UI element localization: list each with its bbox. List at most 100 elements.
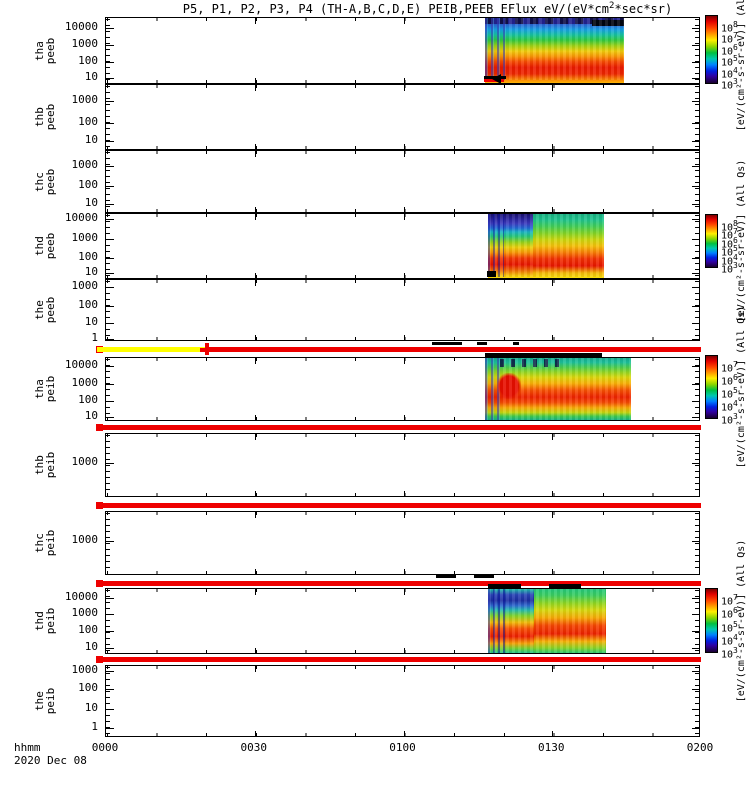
y-major-tick	[692, 239, 700, 241]
y-major-tick	[106, 598, 114, 600]
panel-label-thc-peib-line2: peib	[44, 529, 57, 557]
ytick-label-thd-peeb: 100	[78, 250, 98, 264]
x-major-tick	[403, 569, 405, 575]
y-major-tick	[692, 272, 700, 274]
ytick-label-thb-peeb: 100	[78, 115, 98, 129]
y-major-tick	[692, 186, 700, 188]
black-bar-marker	[474, 575, 494, 578]
x-major-tick	[403, 358, 405, 364]
tick-comb	[107, 18, 698, 21]
panel-label-thc-peeb-line2: peeb	[44, 168, 57, 195]
y-major-tick	[106, 203, 114, 205]
tick-comb	[106, 513, 110, 573]
colorbar-thd-peib	[705, 588, 718, 653]
colorbar-tick-exp: 6	[733, 606, 738, 616]
marker-square-3	[96, 580, 103, 587]
ytick-label-thd-peib: 1000	[71, 606, 99, 620]
marker-line-3	[97, 581, 701, 586]
colorbar-tick-exp: 4	[733, 632, 738, 642]
ytick-label-tha-peib: 100	[78, 392, 98, 406]
ytick-label-the-peib: 100	[78, 681, 98, 695]
plus-marker-v	[205, 343, 209, 355]
ytick-label-thb-peeb: 1000	[71, 92, 99, 106]
colorbar-tick-base: 10	[721, 609, 734, 621]
tick-comb	[106, 590, 110, 652]
tick-comb	[695, 86, 699, 148]
marker-line-0	[97, 347, 701, 352]
x-major-tick	[403, 415, 405, 421]
colorbar-tick-tha-peib: 107	[721, 360, 738, 374]
colorbar-tick-thd-peeb: 106	[721, 236, 738, 250]
xtick-label-0130: 0130	[538, 741, 565, 754]
panel-thc-peeb	[105, 150, 700, 213]
tick-comb	[107, 214, 698, 217]
y-major-tick	[692, 322, 700, 324]
panel-label-the-peib-line2: peib	[44, 687, 57, 715]
y-major-tick	[692, 100, 700, 102]
y-major-tick	[692, 366, 700, 368]
y-major-tick	[692, 598, 700, 600]
colorbar-tick-exp: 7	[733, 227, 738, 237]
colorbar-tick-exp: 4	[733, 399, 738, 408]
marker-square-1	[96, 424, 103, 431]
x-major-tick	[552, 280, 554, 286]
colorbar-tick-thd-peib: 104	[721, 633, 738, 647]
ytick-label-tha-peeb: 10	[84, 70, 98, 84]
y-major-tick	[106, 123, 114, 125]
x-major-tick	[254, 648, 256, 654]
y-major-tick	[692, 540, 700, 542]
colorbar-tick-base: 10	[721, 255, 734, 267]
panel-thd-peib	[105, 588, 700, 654]
tick-comb	[695, 513, 699, 573]
x-major-tick	[552, 335, 554, 341]
tick-comb	[695, 281, 699, 339]
y-major-tick	[692, 78, 700, 80]
y-major-tick	[692, 61, 700, 63]
colorbar-tick-base: 10	[721, 622, 734, 634]
spectrogram-overlay-tha-peib	[500, 359, 560, 367]
x-major-tick	[254, 666, 256, 672]
colorbar-tick-base: 10	[721, 23, 734, 35]
colorbar-tick-tha-peeb: 105	[721, 54, 738, 68]
colorbar-tick-exp: 3	[733, 646, 738, 655]
colorbar-tick-base: 10	[721, 46, 734, 58]
marker-line-4	[97, 657, 701, 662]
tick-comb	[107, 337, 698, 340]
ytick-label-the-peib: 1	[91, 719, 98, 733]
y-major-tick	[106, 631, 114, 633]
x-major-tick	[254, 151, 256, 157]
tick-comb	[107, 650, 698, 653]
xtick-label-0000: 0000	[91, 741, 119, 754]
panel-label-the-peeb-line2: peeb	[44, 296, 57, 324]
tick-comb	[106, 86, 110, 148]
panel-thc-peib	[105, 511, 700, 575]
ytick-label-thd-peeb: 10000	[64, 211, 98, 225]
y-major-tick	[692, 463, 700, 465]
y-major-tick	[106, 689, 114, 691]
y-major-tick	[692, 416, 700, 418]
y-major-tick	[106, 366, 114, 368]
tick-comb	[107, 80, 698, 83]
y-major-tick	[106, 61, 114, 63]
colorbar-tick-exp: 7	[733, 31, 738, 41]
x-major-tick	[403, 207, 405, 213]
colorbar-tick-thd-peib: 107	[721, 593, 738, 607]
y-major-tick	[106, 727, 114, 729]
panel-the-peib	[105, 665, 700, 737]
panel-label-thd-peib-line2: peib	[44, 607, 57, 635]
ytick-label-tha-peeb: 10000	[64, 20, 98, 34]
y-major-tick	[106, 28, 114, 30]
colorbar-tick-base: 10	[721, 389, 734, 401]
colorbar-tick-tha-peib: 103	[721, 412, 738, 426]
x-major-tick	[403, 434, 405, 440]
y-major-tick	[692, 689, 700, 691]
y-major-tick	[106, 416, 114, 418]
xtick-label-0030: 0030	[240, 741, 268, 754]
tick-comb	[695, 19, 699, 82]
colorbar-tick-base: 10	[721, 34, 734, 46]
colorbar-tick-base: 10	[721, 80, 734, 92]
y-major-tick	[106, 306, 114, 308]
x-major-tick	[403, 731, 405, 737]
y-major-tick	[106, 614, 114, 616]
x-major-tick	[254, 280, 256, 286]
